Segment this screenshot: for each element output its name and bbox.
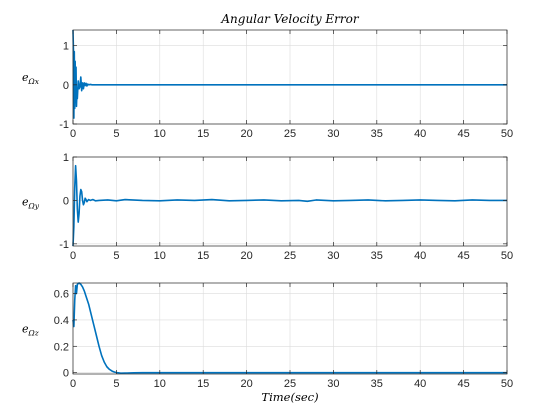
subplot-3-ytick-label: 0.2 bbox=[54, 341, 69, 353]
subplot-3-xtick-label: 25 bbox=[284, 378, 296, 390]
subplot-2-ytick-label: -1 bbox=[59, 239, 69, 251]
subplot-3-xtick-label: 45 bbox=[457, 378, 469, 390]
subplot-2-xtick-label: 20 bbox=[240, 250, 252, 262]
subplot-1-ytick-label: -1 bbox=[59, 119, 69, 131]
subplot-2-series-line bbox=[72, 164, 507, 247]
subplot-3-ytick-label: 0 bbox=[63, 368, 69, 380]
subplot-3-xtick-label: 35 bbox=[371, 378, 383, 390]
subplot-1-xtick-label: 45 bbox=[457, 128, 469, 140]
chart-title: Angular Velocity Error bbox=[220, 12, 360, 26]
subplot-3-ylabel: eΩz bbox=[22, 323, 39, 338]
subplot-1-series-line bbox=[72, 29, 507, 119]
subplot-2-xtick-label: 15 bbox=[197, 250, 209, 262]
subplot-3-xtick-label: 50 bbox=[501, 378, 513, 390]
subplot-2-ytick-label: 1 bbox=[63, 152, 69, 164]
subplot-2-xtick-label: 50 bbox=[501, 250, 513, 262]
subplot-2-xtick-label: 25 bbox=[284, 250, 296, 262]
subplot-3-xtick-label: 15 bbox=[197, 378, 209, 390]
subplot-3-xtick-label: 0 bbox=[70, 378, 76, 390]
subplot-3-xtick-label: 5 bbox=[113, 378, 119, 390]
subplot-1-xtick-label: 10 bbox=[154, 128, 166, 140]
subplot-3-ytick-label: 0.4 bbox=[54, 315, 69, 327]
subplot-1-xtick-label: 25 bbox=[284, 128, 296, 140]
subplot-1-xtick-label: 0 bbox=[70, 128, 76, 140]
subplot-1-ylabel: eΩx bbox=[22, 71, 40, 86]
subplot-1-xtick-label: 5 bbox=[113, 128, 119, 140]
subplot-1-xtick-label: 35 bbox=[371, 128, 383, 140]
subplot-3-xtick-label: 20 bbox=[240, 378, 252, 390]
subplot-1-xtick-label: 40 bbox=[414, 128, 426, 140]
x-axis-label: Time(sec) bbox=[261, 390, 318, 404]
subplot-2-ytick-label: 0 bbox=[63, 195, 69, 207]
subplot-1-xtick-label: 50 bbox=[501, 128, 513, 140]
subplot-2-ylabel: eΩy bbox=[22, 196, 40, 211]
subplot-3-ytick-label: 0.6 bbox=[54, 289, 69, 301]
subplot-1-xtick-label: 15 bbox=[197, 128, 209, 140]
subplot-2-xtick-label: 30 bbox=[327, 250, 339, 262]
subplot-2-xtick-label: 45 bbox=[457, 250, 469, 262]
subplot-2-xtick-label: 0 bbox=[70, 250, 76, 262]
subplot-1-xtick-label: 30 bbox=[327, 128, 339, 140]
subplot-2-xtick-label: 40 bbox=[414, 250, 426, 262]
subplot-2-xtick-label: 5 bbox=[113, 250, 119, 262]
subplot-1-ytick-label: 1 bbox=[63, 41, 69, 53]
subplot-3-xtick-label: 10 bbox=[154, 378, 166, 390]
subplot-3-xtick-label: 30 bbox=[327, 378, 339, 390]
subplot-2-xtick-label: 35 bbox=[371, 250, 383, 262]
subplot-3-xtick-label: 40 bbox=[414, 378, 426, 390]
subplot-1-xtick-label: 20 bbox=[240, 128, 252, 140]
subplot-1-ytick-label: 0 bbox=[63, 80, 69, 92]
subplot-2-xtick-label: 10 bbox=[154, 250, 166, 262]
